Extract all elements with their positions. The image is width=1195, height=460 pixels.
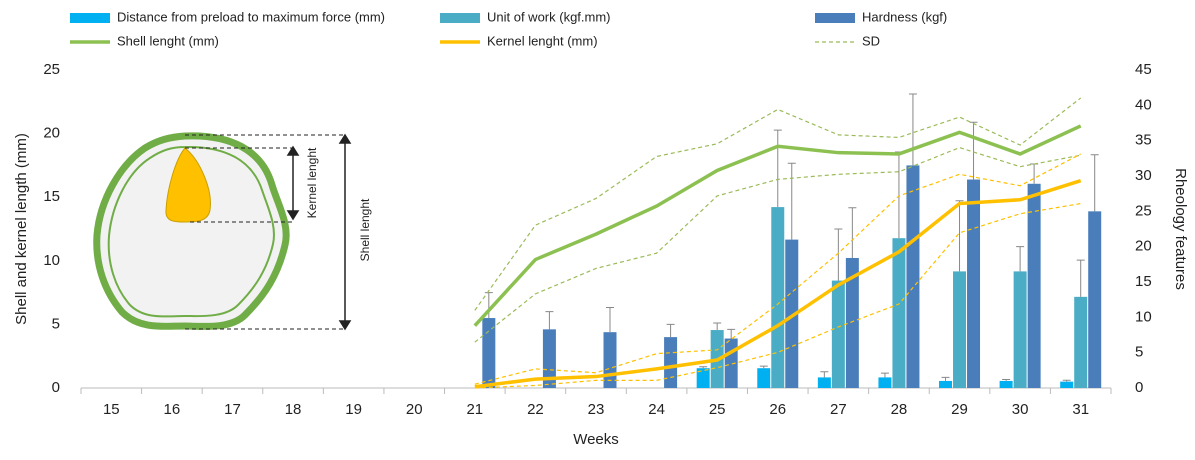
x-tick-label: 22 [527, 401, 544, 418]
error-bar [667, 324, 675, 337]
error-bar [774, 130, 782, 207]
bar [892, 238, 905, 388]
x-tick-label: 27 [830, 401, 847, 418]
error-bar [545, 312, 553, 330]
x-tick-label: 28 [891, 401, 908, 418]
bar [1060, 382, 1073, 388]
error-bar [713, 323, 721, 330]
bar [832, 281, 845, 388]
x-tick-label: 18 [285, 401, 302, 418]
legend-label: Unit of work (kgf.mm) [487, 9, 611, 24]
error-bar [942, 377, 950, 381]
y-tick-label: 25 [43, 61, 60, 78]
annotation: Shell lenght [358, 198, 372, 261]
legend-swatch [815, 13, 855, 23]
y-axis-title: Shell and kernel length (mm) [13, 133, 30, 325]
bar [604, 332, 617, 388]
bar [906, 165, 919, 388]
bar [953, 271, 966, 388]
error-bar [970, 122, 978, 179]
y-tick-label: 10 [43, 252, 60, 269]
x-tick-label: 30 [1012, 401, 1029, 418]
y2-axis-title: Rheology features [1172, 168, 1189, 290]
error-bar [606, 307, 614, 332]
y2-tick-label: 15 [1135, 273, 1152, 290]
legend-label: Distance from preload to maximum force (… [117, 9, 385, 24]
y-tick-label: 5 [52, 315, 60, 332]
bar [482, 318, 495, 388]
chart: Shell and kernel length (mm) Rheology fe… [0, 0, 1195, 455]
bar [1014, 271, 1027, 388]
y-tick-label: 20 [43, 125, 60, 142]
bar [1000, 381, 1013, 388]
x-tick-label: 16 [164, 401, 181, 418]
legend-label: Kernel lenght (mm) [487, 33, 598, 48]
y2-tick-label: 40 [1135, 96, 1152, 113]
bar [818, 377, 831, 388]
error-bar [820, 372, 828, 378]
error-bar [760, 366, 768, 368]
error-bar [1030, 164, 1038, 184]
x-axis-title: Weeks [573, 431, 619, 448]
error-bar [1002, 380, 1010, 381]
bar [757, 368, 770, 388]
x-tick-label: 15 [103, 401, 120, 418]
y2-tick-label: 0 [1135, 379, 1143, 396]
y2-tick-label: 45 [1135, 61, 1152, 78]
x-tick-label: 26 [769, 401, 786, 418]
error-bar [881, 373, 889, 377]
error-bar [699, 367, 707, 368]
x-tick-label: 23 [588, 401, 605, 418]
error-bar [909, 94, 917, 165]
bar [664, 337, 677, 388]
error-bar [1016, 247, 1024, 272]
nut-diagram: Kernel lenght Shell lenght [97, 135, 372, 329]
y2-tick-label: 30 [1135, 167, 1152, 184]
bar [771, 207, 784, 388]
bar [1074, 297, 1087, 388]
error-bar [1063, 380, 1071, 381]
y-tick-label: 0 [52, 379, 60, 396]
y2-tick-label: 20 [1135, 238, 1152, 255]
error-bar [1077, 260, 1085, 297]
x-tick-label: 29 [951, 401, 968, 418]
x-tick-label: 31 [1072, 401, 1089, 418]
bar [878, 377, 891, 388]
annotation: Kernel lenght [305, 147, 319, 218]
x-tick-label: 21 [466, 401, 483, 418]
y2-tick-label: 35 [1135, 132, 1152, 149]
bar [967, 180, 980, 388]
error-bar [788, 163, 796, 239]
y-tick-label: 15 [43, 188, 60, 205]
x-tick-label: 17 [224, 401, 241, 418]
x-tick-label: 24 [648, 401, 665, 418]
y2-tick-label: 25 [1135, 202, 1152, 219]
bar [1028, 184, 1041, 388]
x-tick-label: 19 [345, 401, 362, 418]
bar [1088, 211, 1101, 388]
y2-tick-label: 5 [1135, 344, 1143, 361]
x-tick-label: 25 [709, 401, 726, 418]
error-bar [1091, 155, 1099, 212]
bar [939, 381, 952, 388]
x-tick-label: 20 [406, 401, 423, 418]
y2-tick-label: 10 [1135, 308, 1152, 325]
legend-label: Hardness (kgf) [862, 9, 947, 24]
legend-swatch [70, 13, 110, 23]
legend-label: Shell lenght (mm) [117, 33, 219, 48]
error-bar [895, 152, 903, 238]
legend-label: SD [862, 33, 880, 48]
legend-swatch [440, 13, 480, 23]
error-bar [848, 208, 856, 258]
